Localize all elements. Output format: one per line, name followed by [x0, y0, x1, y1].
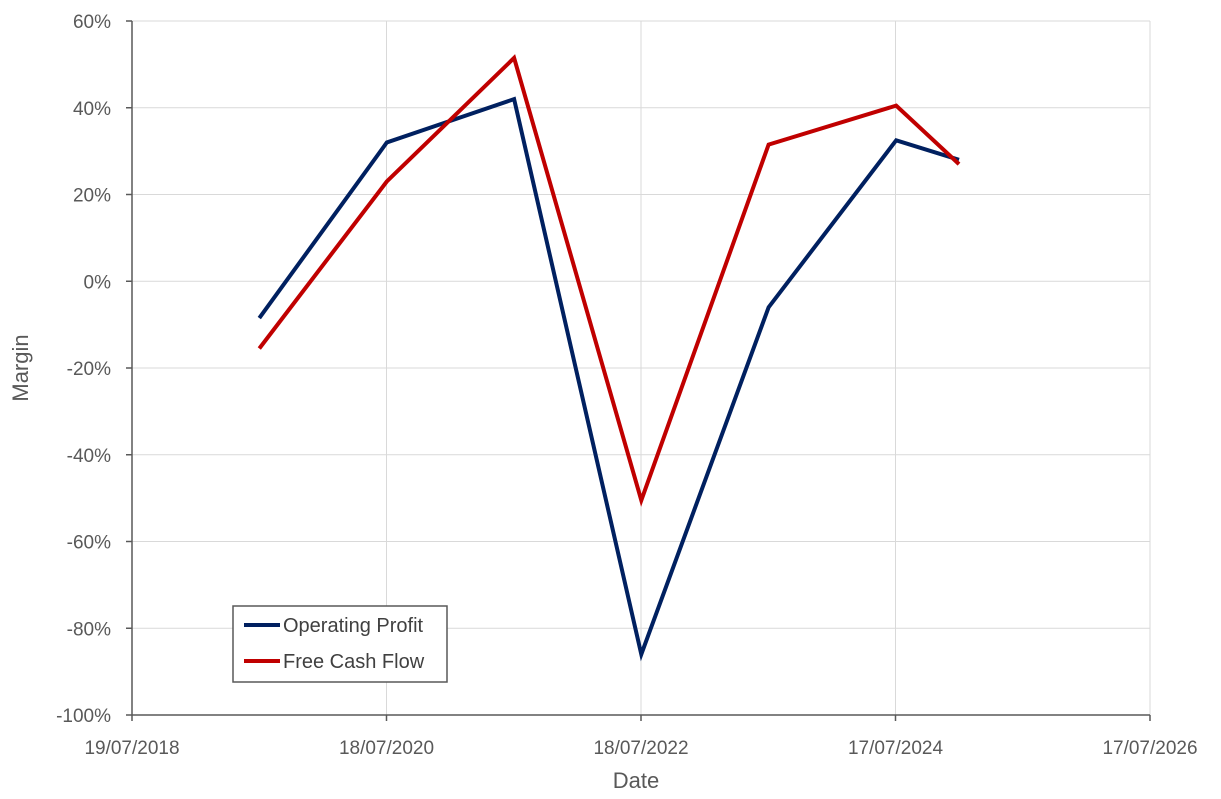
y-tick-label: -80% — [67, 619, 111, 640]
x-axis-title: Date — [613, 768, 659, 793]
gridlines — [132, 20, 1151, 715]
y-tick-label: -100% — [56, 706, 111, 727]
x-tick-label: 18/07/2020 — [339, 738, 434, 759]
y-tick-label: 20% — [73, 186, 111, 207]
x-tick-label: 18/07/2022 — [593, 738, 688, 759]
y-tick-label: 40% — [73, 99, 111, 120]
series-line-operating-profit — [257, 96, 960, 662]
x-tick-label: 19/07/2018 — [84, 738, 179, 759]
y-tick-label: -60% — [67, 533, 111, 554]
legend-label-free-cash-flow: Free Cash Flow — [283, 651, 425, 673]
legend-box — [232, 605, 448, 683]
y-tick-label: -40% — [67, 446, 111, 467]
legend: Operating Profit Free Cash Flow — [232, 605, 448, 683]
axes — [126, 20, 1151, 721]
series-line-free-cash-flow — [257, 54, 961, 507]
y-tick-label: 60% — [73, 12, 111, 33]
legend-label-operating-profit: Operating Profit — [283, 615, 424, 637]
y-tick-label: 0% — [84, 272, 112, 293]
y-axis-title: Margin — [8, 334, 33, 401]
tick-labels: 60% 40% 20% 0% -20% -40% -60% -80% -100% 19/07/20… — [56, 12, 1197, 759]
series-lines — [257, 54, 961, 662]
x-tick-label: 17/07/2024 — [848, 738, 944, 759]
x-tick-label: 17/07/2026 — [1102, 738, 1197, 759]
y-tick-label: -20% — [67, 359, 111, 380]
